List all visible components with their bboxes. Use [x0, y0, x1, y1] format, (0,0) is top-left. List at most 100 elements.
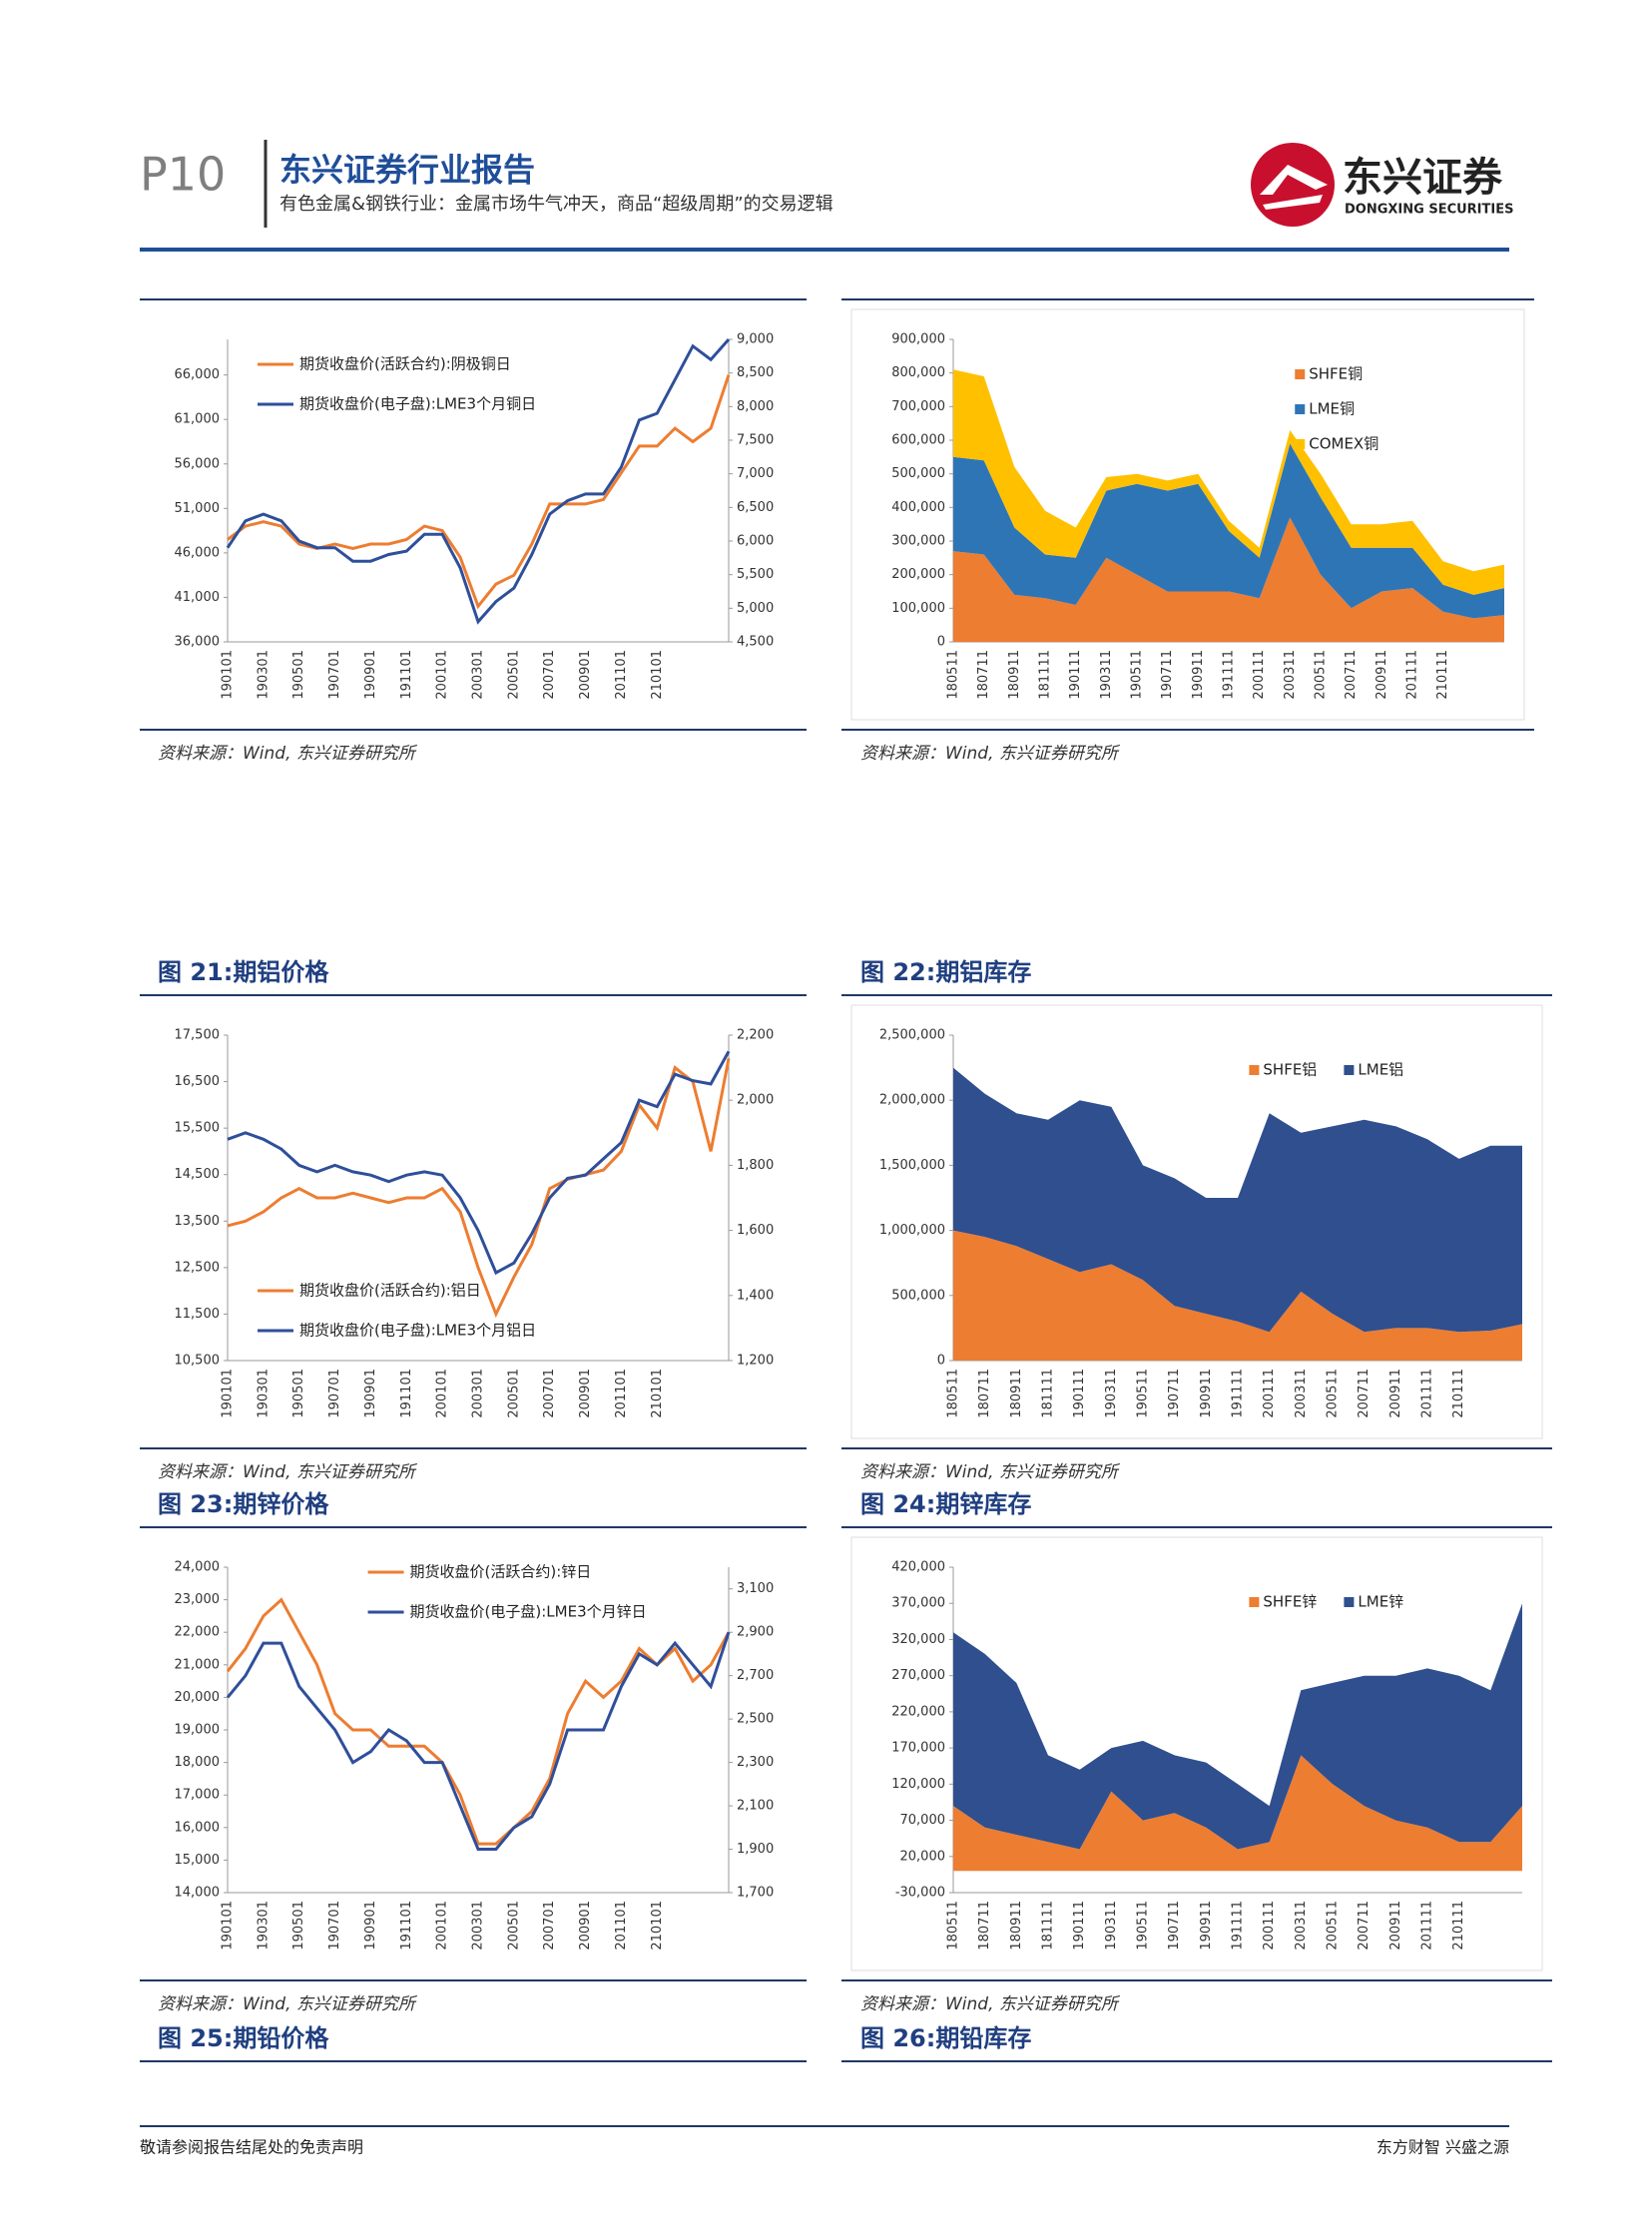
- y-tick-label: 0: [937, 1354, 945, 1369]
- x-tick-label: 190701: [327, 1369, 342, 1418]
- x-tick-label: 200501: [506, 1901, 521, 1951]
- y-tick-label: 13,500: [175, 1214, 221, 1229]
- y-tick-label: 300,000: [891, 534, 945, 549]
- legend-label: SHFE锌: [1263, 1593, 1317, 1611]
- y2-tick-label: 2,200: [737, 1028, 774, 1043]
- y2-tick-label: 4,500: [737, 635, 774, 650]
- x-tick-label: 180511: [946, 650, 961, 700]
- y2-tick-label: 8,500: [737, 365, 774, 380]
- y-tick-label: 23,000: [175, 1592, 221, 1607]
- report-title: 东兴证券行业报告: [279, 151, 535, 189]
- x-tick-label: 200301: [471, 650, 486, 700]
- x-tick-label: 180911: [1009, 1901, 1024, 1951]
- x-tick-label: 200511: [1326, 1901, 1341, 1951]
- x-tick-label: 200511: [1314, 650, 1329, 700]
- x-tick-label: 190901: [363, 1369, 378, 1418]
- x-tick-label: 190111: [1072, 1369, 1087, 1418]
- x-tick-label: 200101: [435, 1369, 450, 1418]
- x-tick-label: 181111: [1041, 1901, 1056, 1951]
- x-tick-label: 201111: [1420, 1901, 1435, 1951]
- y-tick-label: 270,000: [891, 1668, 945, 1683]
- x-tick-label: 201111: [1405, 650, 1420, 700]
- x-tick-label: 200111: [1262, 1901, 1277, 1951]
- legend-swatch: [1295, 369, 1306, 379]
- x-tick-label: 190501: [291, 1369, 306, 1418]
- y-tick-label: 120,000: [891, 1777, 945, 1792]
- x-tick-label: 201111: [1420, 1369, 1435, 1418]
- x-tick-label: 191101: [399, 1901, 414, 1951]
- y-tick-label: 0: [937, 635, 945, 650]
- logo-english: DONGXING SECURITIES: [1345, 203, 1513, 218]
- report-subtitle: 有色金属&钢铁行业：金属市场牛气冲天，商品“超级周期”的交易逻辑: [279, 194, 833, 215]
- area-series: [953, 517, 1504, 642]
- x-tick-label: 190101: [221, 1901, 236, 1951]
- caption: 图 22:期铝库存: [860, 958, 1031, 986]
- y2-tick-label: 9,000: [737, 332, 774, 347]
- y-tick-label: -30,000: [895, 1886, 945, 1901]
- x-tick-label: 210111: [1435, 650, 1450, 700]
- footer-left: 敬请参阅报告结尾处的免责声明: [140, 2138, 363, 2157]
- y2-tick-label: 3,100: [737, 1581, 774, 1596]
- y2-tick-label: 2,100: [737, 1799, 774, 1814]
- y-tick-label: 41,000: [175, 590, 221, 605]
- source: 资料来源：Wind, 东兴证券研究所: [158, 1462, 418, 1482]
- line-series: [226, 1597, 731, 1846]
- x-tick-label: 190511: [1136, 1369, 1151, 1418]
- x-tick-label: 190311: [1099, 650, 1114, 700]
- y-tick-label: 500,000: [891, 1288, 945, 1303]
- x-tick-label: 191101: [399, 1369, 414, 1418]
- x-tick-label: 180711: [977, 1901, 992, 1951]
- x-tick-label: 190111: [1072, 1901, 1087, 1951]
- area-series: [953, 1230, 1522, 1361]
- y-tick-label: 370,000: [891, 1596, 945, 1611]
- y2-tick-label: 5,000: [737, 601, 774, 616]
- legend-swatch: [1344, 1597, 1355, 1607]
- y-tick-label: 24,000: [175, 1560, 221, 1575]
- x-tick-label: 191101: [399, 650, 414, 700]
- chart-frame: [850, 1004, 1543, 1439]
- caption: 图 24:期锌库存: [860, 1490, 1031, 1518]
- y2-tick-label: 1,200: [737, 1354, 774, 1369]
- y-tick-label: 700,000: [891, 399, 945, 414]
- x-tick-label: 200901: [578, 1901, 593, 1951]
- x-tick-label: 181111: [1038, 650, 1053, 700]
- x-tick-label: 180711: [977, 1369, 992, 1418]
- x-tick-label: 190701: [327, 1901, 342, 1951]
- x-tick-label: 201101: [614, 650, 629, 700]
- y-tick-label: 200,000: [891, 567, 945, 582]
- legend-label: LME铝: [1358, 1061, 1403, 1079]
- source: 资料来源：Wind, 东兴证券研究所: [158, 1994, 418, 2014]
- x-tick-label: 190301: [256, 650, 271, 700]
- x-tick-label: 210111: [1451, 1369, 1466, 1418]
- x-tick-label: 191111: [1222, 650, 1237, 700]
- y2-tick-label: 7,000: [737, 466, 774, 481]
- y-tick-label: 320,000: [891, 1632, 945, 1647]
- logo-name: 东兴证券: [1343, 155, 1503, 201]
- x-tick-label: 200311: [1283, 650, 1298, 700]
- y-tick-label: 16,500: [175, 1074, 221, 1089]
- source: 资料来源：Wind, 东兴证券研究所: [860, 1462, 1121, 1482]
- y2-tick-label: 5,500: [737, 567, 774, 582]
- y-tick-label: 46,000: [175, 545, 221, 560]
- chart-frame: [850, 308, 1525, 721]
- x-tick-label: 190501: [291, 1901, 306, 1951]
- legend-label: 期货收盘价(电子盘):LME3个月锌日: [410, 1603, 647, 1621]
- legend-label: LME锌: [1358, 1593, 1403, 1611]
- y-tick-label: 15,000: [175, 1853, 221, 1868]
- x-tick-label: 191111: [1231, 1369, 1246, 1418]
- area-series: [953, 369, 1504, 595]
- x-tick-label: 180711: [976, 650, 991, 700]
- y-tick-label: 10,500: [175, 1354, 221, 1369]
- x-tick-label: 200311: [1294, 1901, 1309, 1951]
- y-tick-label: 14,000: [175, 1886, 221, 1901]
- x-tick-label: 190711: [1167, 1369, 1182, 1418]
- page-number: P10: [140, 148, 226, 202]
- legend-label: 期货收盘价(活跃合约):铝日: [299, 1282, 481, 1300]
- x-tick-label: 190101: [221, 1369, 236, 1418]
- source: 资料来源：Wind, 东兴证券研究所: [860, 744, 1121, 764]
- x-tick-label: 210101: [650, 1369, 665, 1418]
- y-tick-label: 600,000: [891, 433, 945, 448]
- logo: 东兴证券 DONGXING SECURITIES: [1251, 143, 1513, 227]
- legend-label: 期货收盘价(电子盘):LME3个月铜日: [299, 395, 536, 413]
